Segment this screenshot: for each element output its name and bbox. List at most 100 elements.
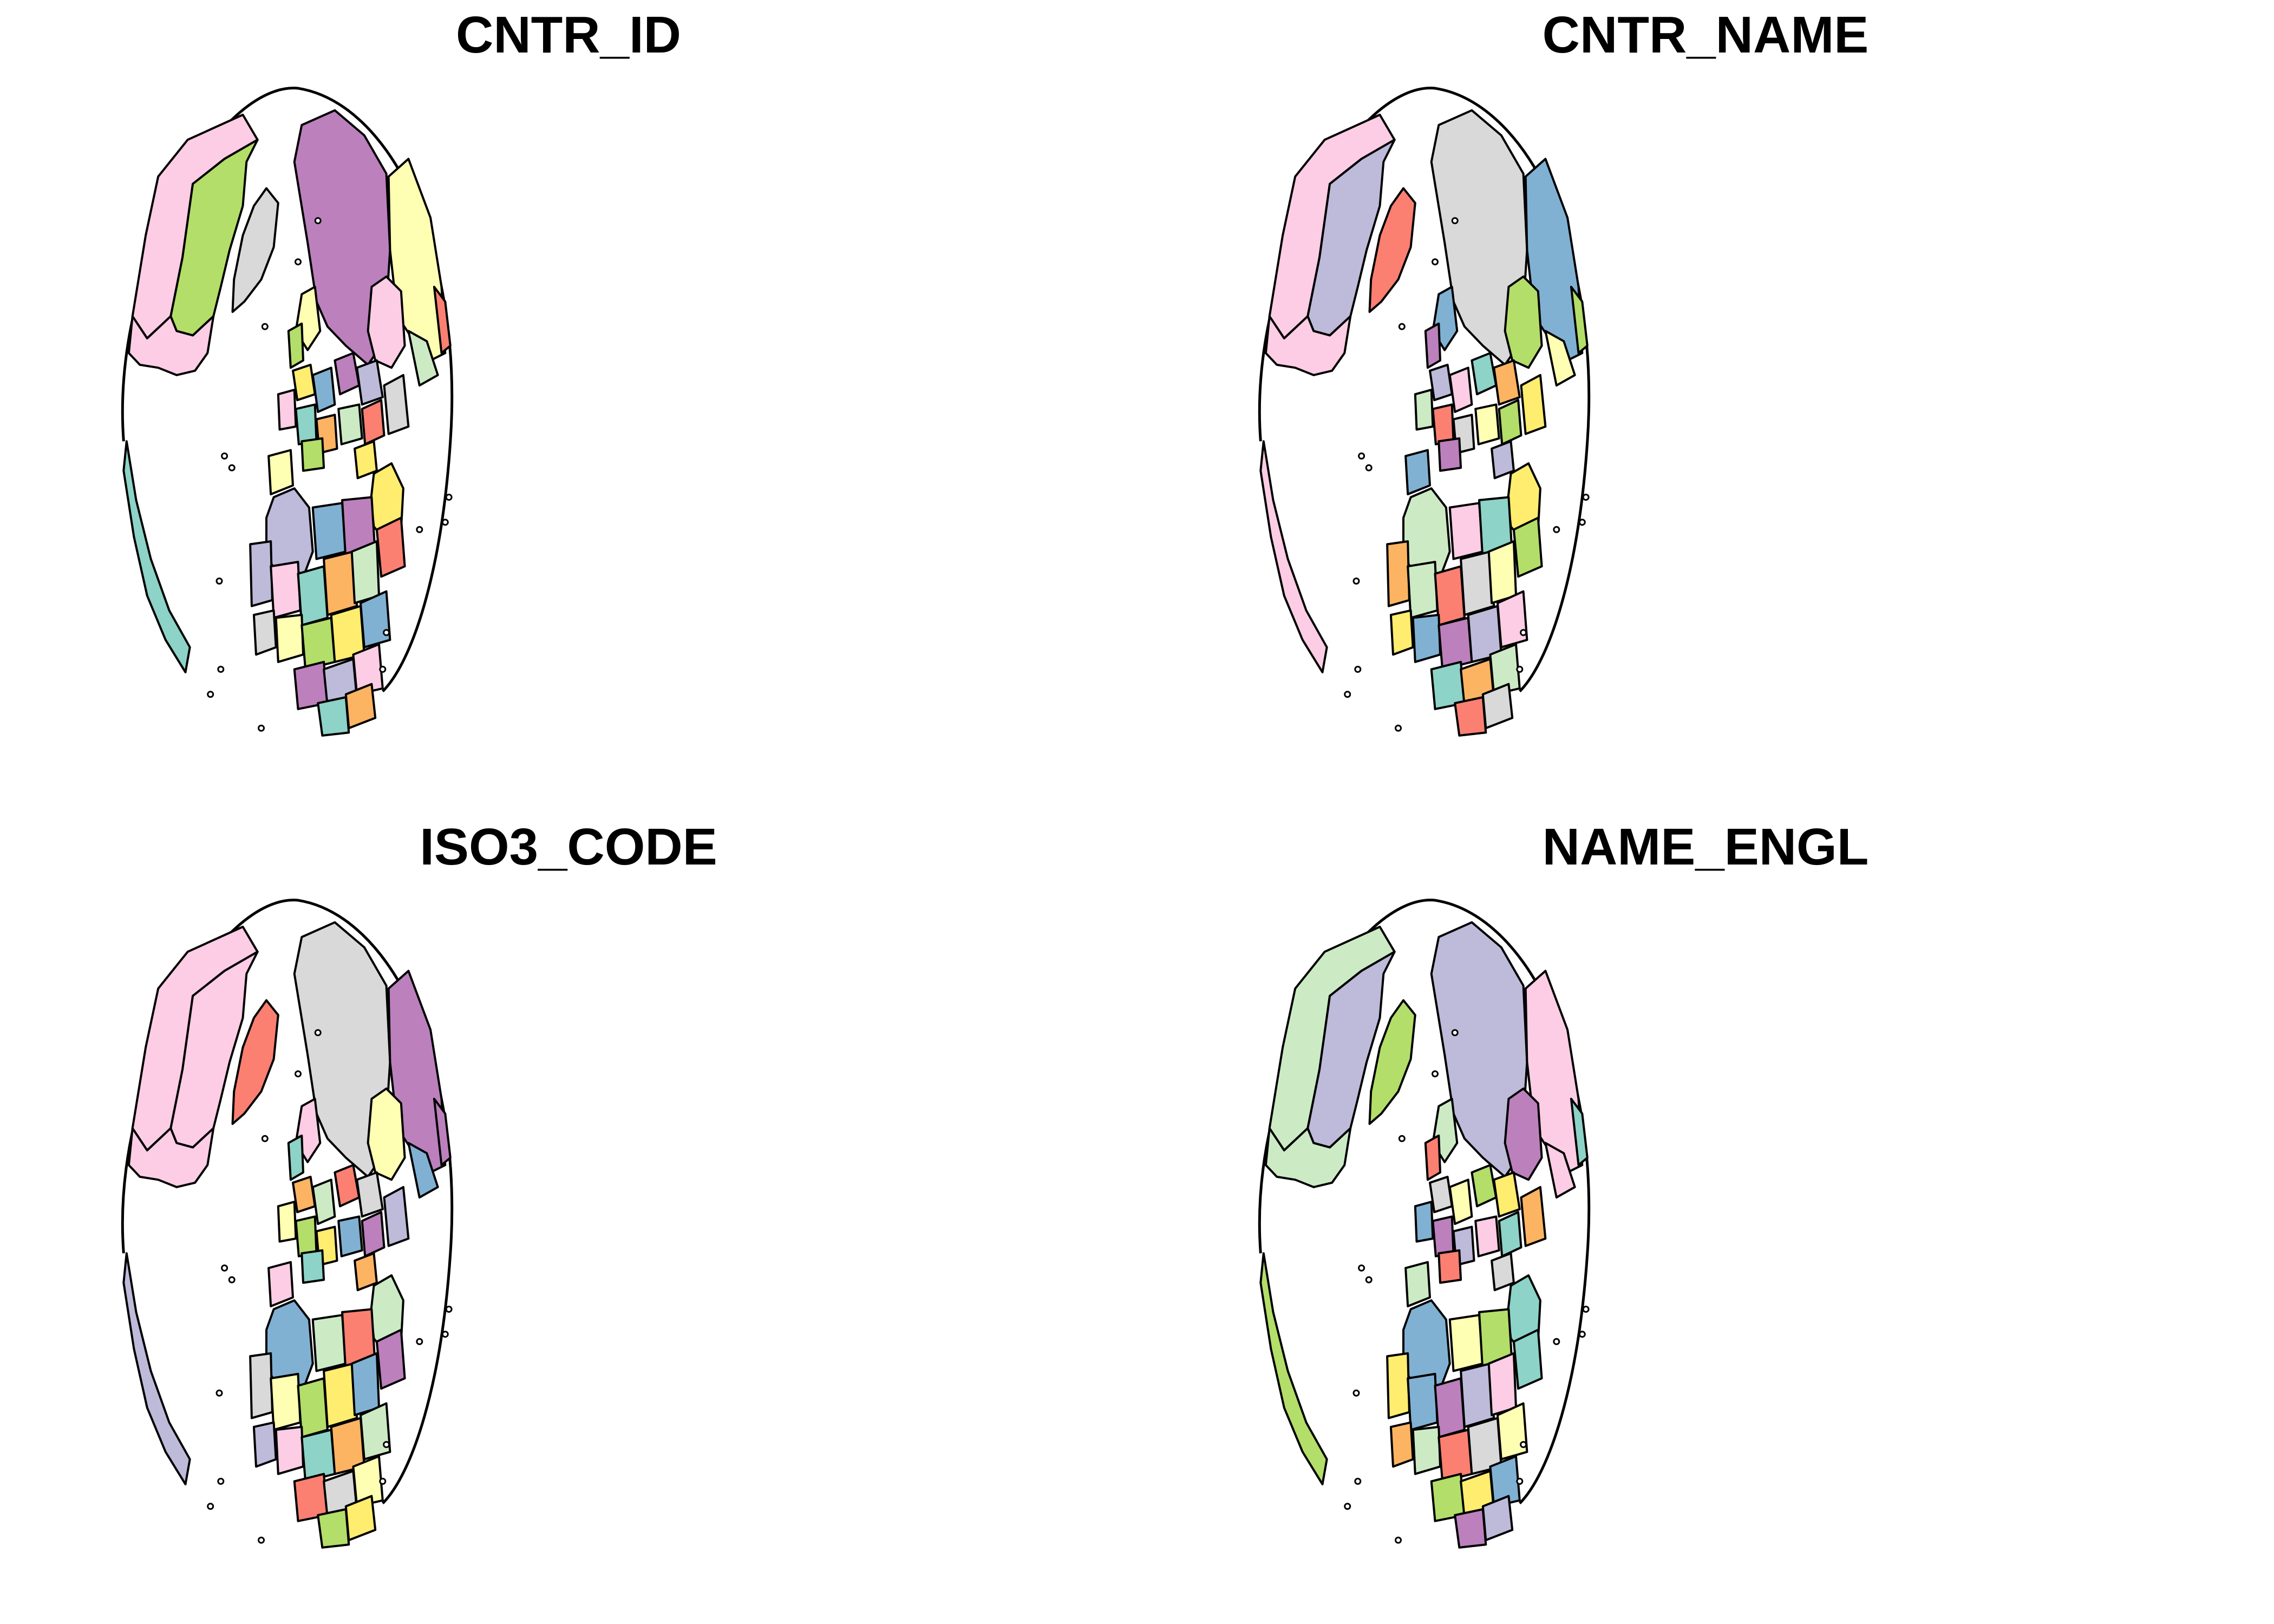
- country-region: [1437, 437, 1462, 472]
- island-marker: [441, 519, 449, 526]
- island-marker: [445, 1306, 453, 1313]
- island-marker: [217, 665, 225, 673]
- country-region: [1448, 1178, 1473, 1225]
- globe-map: [1258, 87, 1591, 737]
- country-region: [1424, 1134, 1441, 1181]
- country-region: [267, 449, 294, 495]
- island-marker: [379, 665, 387, 673]
- island-marker: [383, 1441, 390, 1448]
- country-greenland: [231, 999, 279, 1125]
- country-region: [1414, 389, 1434, 431]
- country-region: [1491, 440, 1515, 480]
- island-marker: [215, 1389, 223, 1397]
- globe-map: [1258, 899, 1591, 1549]
- country-region: [252, 609, 277, 656]
- country-region: [1437, 1249, 1462, 1284]
- panel-title: CNTR_NAME: [1542, 6, 1869, 64]
- country-region: [433, 285, 452, 355]
- island-marker: [1520, 629, 1527, 636]
- country-region: [1404, 1261, 1431, 1307]
- country-region: [270, 561, 302, 619]
- country-region: [354, 1252, 378, 1292]
- country-region: [1432, 403, 1455, 446]
- island-marker: [258, 1536, 265, 1544]
- country-region: [317, 1508, 350, 1549]
- island-marker: [416, 1338, 423, 1345]
- country-region: [1437, 617, 1473, 671]
- country-region: [375, 516, 406, 578]
- country-region: [292, 1175, 316, 1214]
- country-region: [300, 437, 325, 472]
- country-latin-america: [1259, 440, 1328, 673]
- country-region: [1386, 1352, 1410, 1419]
- country-region: [311, 1314, 347, 1372]
- country-region: [1389, 1421, 1414, 1468]
- country-region: [295, 403, 318, 446]
- country-region: [1489, 1455, 1521, 1508]
- country-region: [1407, 1373, 1439, 1431]
- island-marker: [1520, 1441, 1527, 1448]
- country-region: [375, 1328, 406, 1390]
- country-region: [337, 1215, 363, 1258]
- country-region: [311, 502, 347, 560]
- country-region: [1487, 540, 1517, 605]
- island-marker: [1344, 1503, 1351, 1510]
- country-region: [352, 643, 384, 696]
- country-region: [287, 1134, 304, 1181]
- country-region: [1414, 1201, 1434, 1243]
- country-region: [1454, 1508, 1487, 1549]
- map-panel-cntr-name: CNTR_NAME: [1137, 0, 2274, 812]
- country-region: [1412, 1425, 1441, 1475]
- island-marker: [228, 1276, 236, 1284]
- island-marker: [1451, 1029, 1459, 1037]
- country-region: [1520, 1186, 1547, 1247]
- island-marker: [1365, 464, 1373, 472]
- country-latin-america: [122, 440, 191, 673]
- island-marker: [1398, 1135, 1406, 1142]
- country-region: [300, 1249, 325, 1284]
- country-region: [317, 696, 350, 737]
- country-region: [275, 613, 304, 663]
- island-marker: [1398, 323, 1406, 330]
- island-marker: [217, 1477, 225, 1485]
- country-region: [1498, 1211, 1522, 1258]
- country-region: [1497, 1402, 1528, 1461]
- country-region: [344, 1495, 377, 1542]
- country-region: [1520, 374, 1547, 435]
- country-latin-america: [122, 1252, 191, 1485]
- country-central-asia: [1504, 275, 1543, 369]
- island-marker: [261, 323, 269, 330]
- country-region: [1407, 561, 1439, 619]
- country-region: [1471, 352, 1498, 396]
- island-marker: [207, 691, 214, 698]
- island-marker: [295, 1070, 302, 1078]
- country-central-asia: [367, 275, 406, 369]
- island-marker: [1582, 494, 1590, 501]
- country-region: [270, 1373, 302, 1431]
- country-region: [300, 1429, 336, 1483]
- island-marker: [1553, 526, 1560, 533]
- country-region: [1512, 1328, 1543, 1390]
- island-marker: [1354, 1477, 1362, 1485]
- country-usa: [1264, 315, 1352, 376]
- island-marker: [207, 1503, 214, 1510]
- country-usa: [127, 315, 215, 376]
- country-region: [1389, 609, 1414, 656]
- country-region: [356, 1171, 384, 1218]
- country-region: [277, 1201, 297, 1243]
- country-usa: [1264, 1127, 1352, 1188]
- country-region: [1448, 502, 1484, 560]
- country-region: [311, 366, 336, 413]
- country-region: [1386, 540, 1410, 607]
- country-region: [1448, 1314, 1484, 1372]
- country-region: [292, 363, 316, 402]
- country-region: [287, 322, 304, 369]
- island-marker: [1432, 258, 1439, 266]
- island-marker: [1358, 452, 1365, 460]
- country-region: [249, 1352, 273, 1419]
- island-marker: [1344, 691, 1351, 698]
- country-region: [334, 352, 361, 396]
- country-region: [1429, 1175, 1453, 1214]
- country-region: [267, 1261, 294, 1307]
- panel-title: ISO3_CODE: [420, 818, 717, 876]
